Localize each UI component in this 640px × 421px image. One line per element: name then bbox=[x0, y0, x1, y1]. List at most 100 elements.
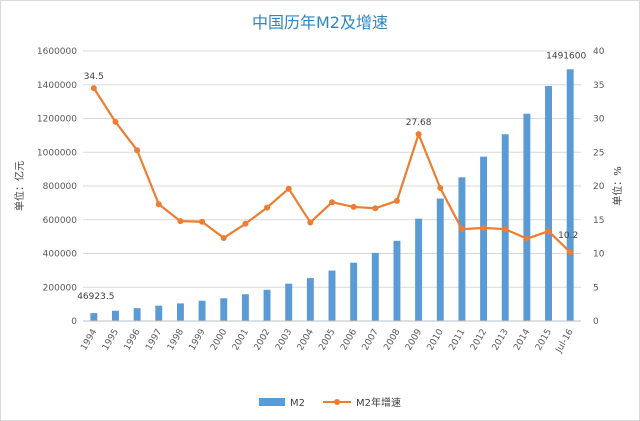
y-left-tick-label: 400000 bbox=[43, 250, 78, 260]
point-m2-growth bbox=[264, 204, 271, 211]
x-tick-label: 1994 bbox=[79, 327, 99, 352]
point-m2-growth bbox=[199, 218, 206, 225]
legend-swatch-growth-marker bbox=[334, 399, 340, 405]
chart-title: 中国历年M2及增速 bbox=[252, 13, 388, 32]
bar-m2 bbox=[566, 69, 574, 321]
data-label: 27.68 bbox=[406, 118, 432, 128]
x-tick-label: 2002 bbox=[253, 328, 273, 353]
bar-m2 bbox=[263, 289, 271, 321]
y-right-tick-label: 30 bbox=[593, 115, 605, 125]
y-right-tick-label: 5 bbox=[593, 283, 599, 293]
y-right-tick-label: 20 bbox=[593, 182, 605, 192]
bar-m2 bbox=[458, 177, 466, 321]
x-tick-label: 1998 bbox=[166, 327, 186, 352]
x-tick-label: 2007 bbox=[361, 328, 381, 353]
point-m2-growth bbox=[523, 235, 530, 242]
bar-m2 bbox=[220, 298, 228, 321]
y-right-axis-title: 单位：% bbox=[611, 166, 624, 206]
y-left-tick-label: 1400000 bbox=[37, 81, 77, 91]
y-right-tick-label: 40 bbox=[593, 47, 605, 57]
bar-m2 bbox=[523, 113, 531, 321]
bar-m2 bbox=[198, 300, 206, 321]
legend-swatch-m2 bbox=[259, 398, 285, 406]
legend-label-growth: M2年增速 bbox=[356, 396, 401, 409]
y-right-tick-label: 15 bbox=[593, 216, 604, 226]
point-m2-growth bbox=[112, 118, 119, 125]
bar-m2 bbox=[241, 294, 249, 321]
y-right-tick-label: 0 bbox=[593, 317, 599, 327]
point-m2-growth bbox=[242, 220, 249, 227]
y-left-tick-label: 600000 bbox=[43, 216, 78, 226]
bar-m2 bbox=[350, 262, 358, 321]
y-right-tick-label: 25 bbox=[593, 148, 604, 158]
point-m2-growth bbox=[285, 185, 292, 192]
x-tick-label: Jul-16 bbox=[554, 327, 576, 355]
point-m2-growth bbox=[393, 197, 400, 204]
x-tick-label: 2000 bbox=[209, 327, 229, 352]
x-tick-label: 2003 bbox=[274, 328, 294, 353]
x-tick-label: 2014 bbox=[512, 327, 532, 352]
point-m2-growth bbox=[480, 224, 487, 231]
point-m2-growth bbox=[90, 85, 97, 92]
x-tick-label: 1995 bbox=[101, 328, 121, 353]
x-tick-label: 2004 bbox=[296, 327, 316, 352]
x-tick-label: 2006 bbox=[339, 327, 359, 352]
y-left-tick-label: 0 bbox=[71, 317, 77, 327]
bar-m2 bbox=[112, 310, 119, 321]
point-m2-growth bbox=[177, 218, 184, 225]
point-m2-growth bbox=[567, 249, 574, 256]
point-m2-growth bbox=[329, 199, 335, 206]
x-tick-label: 2012 bbox=[469, 328, 489, 353]
data-label: 46923.5 bbox=[77, 292, 114, 302]
point-m2-growth bbox=[134, 147, 141, 154]
x-tick-label: 2008 bbox=[382, 327, 402, 352]
y-left-tick-label: 200000 bbox=[43, 283, 78, 293]
y-left-axis-title: 单位：亿元 bbox=[13, 161, 26, 211]
y-left-tick-label: 1600000 bbox=[37, 47, 77, 57]
bar-m2 bbox=[306, 278, 314, 321]
bar-m2 bbox=[415, 218, 423, 321]
bar-m2 bbox=[328, 270, 336, 321]
point-m2-growth bbox=[502, 226, 509, 233]
x-tick-label: 2005 bbox=[317, 328, 337, 353]
y-left-tick-label: 1000000 bbox=[37, 148, 77, 158]
bar-m2 bbox=[133, 308, 141, 321]
bar-m2 bbox=[480, 156, 488, 321]
y-right-tick-label: 35 bbox=[593, 81, 604, 91]
x-tick-label: 2013 bbox=[491, 328, 511, 353]
line-m2-growth bbox=[92, 87, 571, 253]
bar-m2 bbox=[155, 305, 163, 321]
legend-label-m2: M2 bbox=[290, 398, 305, 409]
x-tick-label: 2010 bbox=[426, 327, 446, 352]
bar-m2 bbox=[176, 303, 184, 321]
point-m2-growth bbox=[415, 131, 422, 138]
bar-m2 bbox=[436, 198, 444, 321]
x-tick-label: 1997 bbox=[144, 328, 164, 353]
data-label: 10.2 bbox=[558, 231, 578, 241]
data-label: 34.5 bbox=[84, 72, 104, 82]
bar-m2 bbox=[285, 283, 293, 321]
bar-m2 bbox=[393, 240, 401, 321]
bar-m2 bbox=[545, 86, 552, 321]
point-m2-growth bbox=[307, 219, 314, 226]
data-label: 1491600 bbox=[546, 51, 586, 61]
bar-m2 bbox=[90, 313, 98, 321]
x-tick-label: 2001 bbox=[231, 328, 251, 353]
point-m2-growth bbox=[372, 205, 379, 212]
point-m2-growth bbox=[155, 201, 162, 208]
y-left-tick-label: 1200000 bbox=[37, 115, 77, 125]
x-tick-label: 2011 bbox=[447, 328, 467, 353]
y-left-tick-label: 800000 bbox=[43, 182, 78, 192]
y-right-tick-label: 10 bbox=[593, 250, 605, 260]
bar-m2 bbox=[371, 252, 379, 321]
x-tick-label: 2015 bbox=[534, 328, 554, 353]
point-m2-growth bbox=[545, 228, 552, 235]
point-m2-growth bbox=[220, 234, 227, 241]
point-m2-growth bbox=[350, 203, 357, 210]
point-m2-growth bbox=[458, 226, 465, 233]
point-m2-growth bbox=[437, 185, 444, 192]
x-tick-label: 1999 bbox=[188, 327, 208, 352]
x-tick-label: 2009 bbox=[404, 327, 424, 352]
